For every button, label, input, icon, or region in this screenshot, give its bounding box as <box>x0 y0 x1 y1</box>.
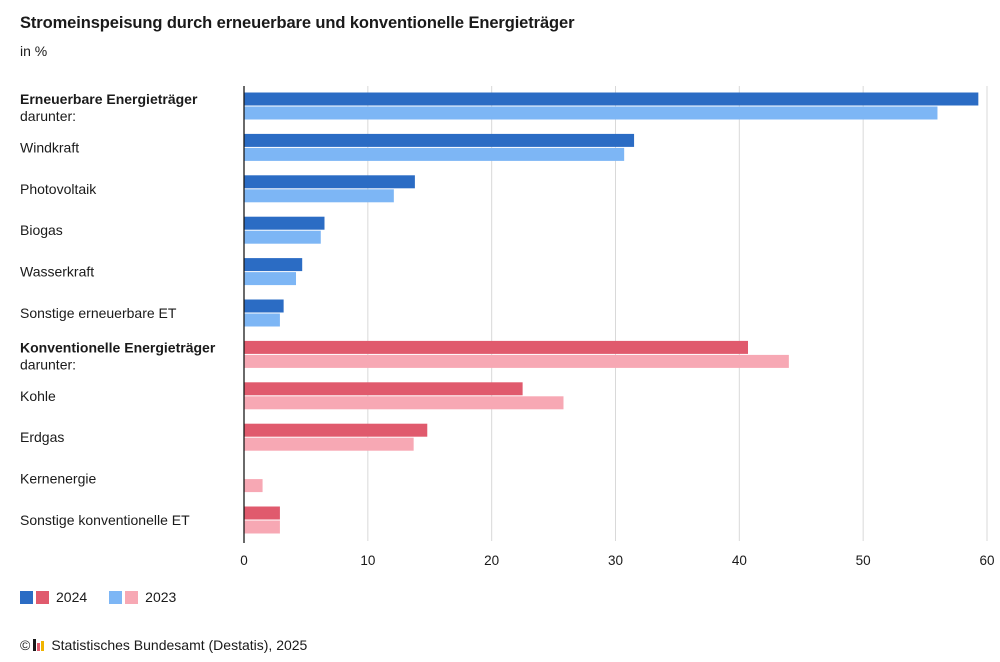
bar-7-2024 <box>244 382 523 396</box>
source-line: © Statistisches Bundesamt (Destatis), 20… <box>20 637 307 653</box>
bar-2-2024 <box>244 175 415 189</box>
category-label-sonstige-konventionelle-et: Sonstige konventionelle ET <box>20 512 190 528</box>
bar-6-2024 <box>244 340 749 354</box>
bar-chart: Erneuerbare Energieträgerdarunter:Windkr… <box>20 86 995 568</box>
legend-label-2024: 2024 <box>56 589 88 605</box>
x-tick-label-0: 0 <box>240 553 248 568</box>
bar-3-2023 <box>244 230 321 244</box>
copyright-symbol: © <box>20 637 31 653</box>
category-label-erneuerbare-energietr-ger: Erneuerbare Energieträger <box>20 91 198 107</box>
bar-7-2023 <box>244 396 564 410</box>
x-tick-label-60: 60 <box>979 553 994 568</box>
bar-0-2023 <box>244 106 938 120</box>
source-text: Statistisches Bundesamt (Destatis), 2025 <box>51 637 308 653</box>
bar-10-2023 <box>244 520 280 534</box>
category-label-windkraft: Windkraft <box>20 139 79 155</box>
category-label-sonstige-erneuerbare-et: Sonstige erneuerbare ET <box>20 305 177 321</box>
legend: 2024 2023 <box>20 589 198 605</box>
category-label-konventionelle-energietr-ger: Konventionelle Energieträger <box>20 339 216 355</box>
bar-4-2023 <box>244 272 297 286</box>
category-label-photovoltaik: Photovoltaik <box>20 181 97 197</box>
bar-5-2023 <box>244 313 280 327</box>
legend-label-2023: 2023 <box>145 589 177 605</box>
bar-2-2023 <box>244 189 394 203</box>
x-tick-label-20: 20 <box>484 553 499 568</box>
x-tick-label-30: 30 <box>608 553 623 568</box>
category-sublabel-konventionelle-energietr-ger: darunter: <box>20 356 76 372</box>
category-sublabel-erneuerbare-energietr-ger: darunter: <box>20 108 76 124</box>
category-label-wasserkraft: Wasserkraft <box>20 264 94 280</box>
bar-1-2023 <box>244 147 625 161</box>
chart-title: Stromeinspeisung durch erneuerbare und k… <box>20 14 575 32</box>
bar-9-2023 <box>244 479 263 493</box>
legend-item-2024: 2024 <box>20 589 87 605</box>
bar-3-2024 <box>244 216 325 230</box>
category-label-kernenergie: Kernenergie <box>20 471 96 487</box>
legend-item-2023: 2023 <box>109 589 176 605</box>
bar-8-2023 <box>244 437 414 451</box>
category-label-erdgas: Erdgas <box>20 429 64 445</box>
legend-swatch-2023-conventional <box>125 590 139 604</box>
x-tick-label-40: 40 <box>732 553 747 568</box>
bar-8-2024 <box>244 423 428 437</box>
category-label-biogas: Biogas <box>20 222 63 238</box>
bar-10-2024 <box>244 506 280 520</box>
category-label-kohle: Kohle <box>20 388 56 404</box>
legend-swatch-2024-conventional <box>36 590 49 604</box>
x-tick-label-50: 50 <box>856 553 871 568</box>
bar-1-2024 <box>244 133 635 147</box>
chart-subtitle: in % <box>20 43 48 59</box>
destatis-logo-icon <box>33 639 47 651</box>
bar-4-2024 <box>244 258 303 272</box>
bar-5-2024 <box>244 299 284 313</box>
legend-swatch-2024-renewable <box>20 590 33 604</box>
legend-swatch-2023-renewable <box>109 590 123 604</box>
bar-0-2024 <box>244 92 979 106</box>
bar-6-2023 <box>244 354 789 368</box>
x-tick-label-10: 10 <box>360 553 375 568</box>
